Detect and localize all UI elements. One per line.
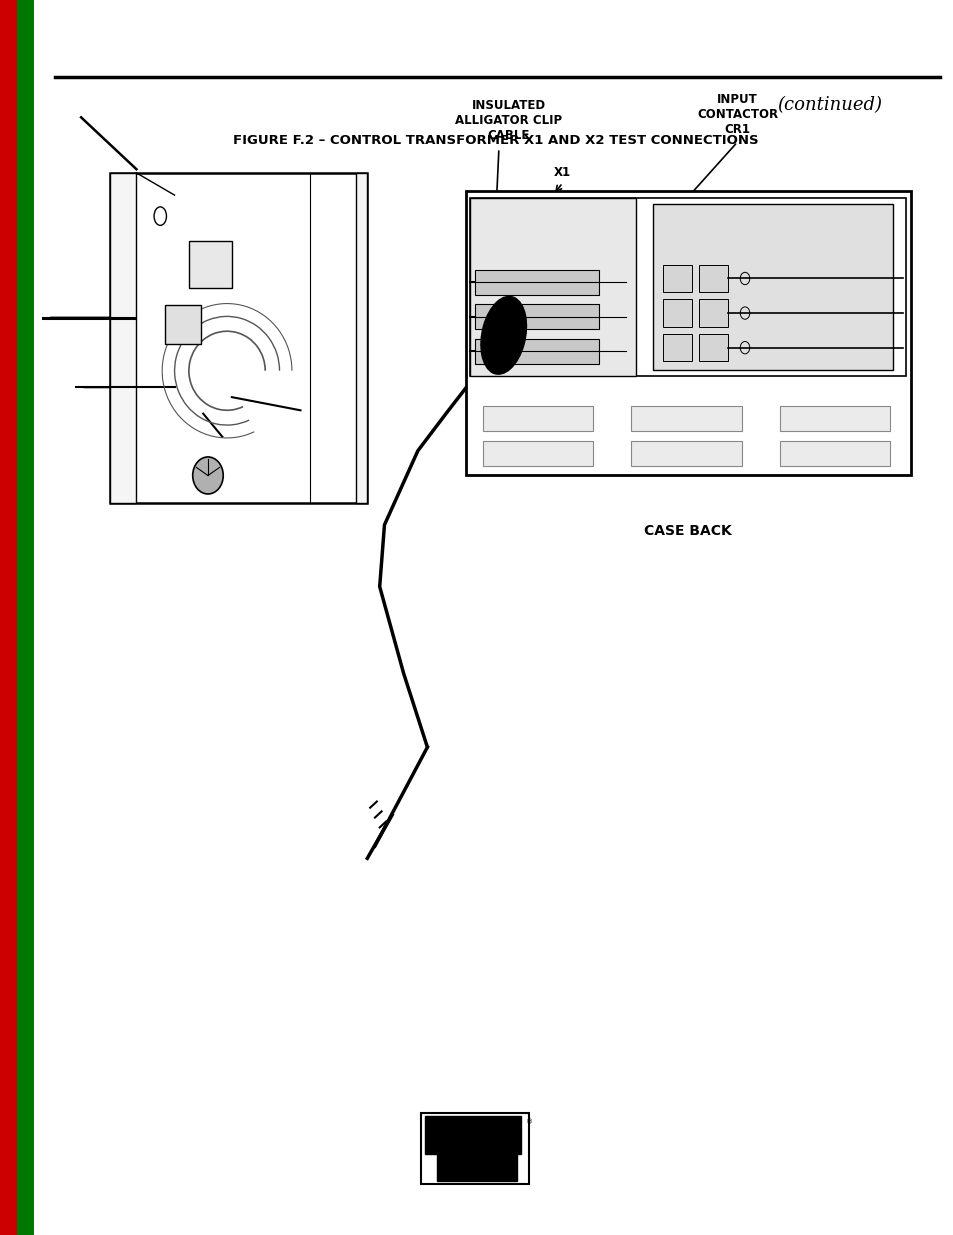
Text: Return to Master TOC: Return to Master TOC	[20, 222, 30, 321]
Text: CASE BACK: CASE BACK	[644, 524, 731, 538]
Text: INSULATED
ALLIGATOR CLIP
CABLE: INSULATED ALLIGATOR CLIP CABLE	[455, 99, 561, 142]
Text: ELECTRIC: ELECTRIC	[449, 1162, 504, 1172]
Text: ®: ®	[525, 1119, 533, 1125]
Text: X1: X1	[554, 165, 571, 179]
Text: Return to Master TOC: Return to Master TOC	[20, 889, 30, 988]
Text: Return to Section TOC: Return to Section TOC	[4, 542, 13, 643]
Text: (continued): (continued)	[777, 96, 882, 114]
Text: T: T	[187, 309, 191, 315]
Text: Return to Section TOC: Return to Section TOC	[4, 888, 13, 989]
Text: INPUT
CONTACTOR
CR1: INPUT CONTACTOR CR1	[696, 93, 778, 136]
Text: Return to Master TOC: Return to Master TOC	[20, 543, 30, 642]
Text: FIGURE F.2 – CONTROL TRANSFORMER X1 AND X2 TEST CONNECTIONS: FIGURE F.2 – CONTROL TRANSFORMER X1 AND …	[233, 135, 758, 147]
Text: LINCOLN: LINCOLN	[443, 1129, 501, 1141]
Text: Return to Section TOC: Return to Section TOC	[4, 221, 13, 322]
